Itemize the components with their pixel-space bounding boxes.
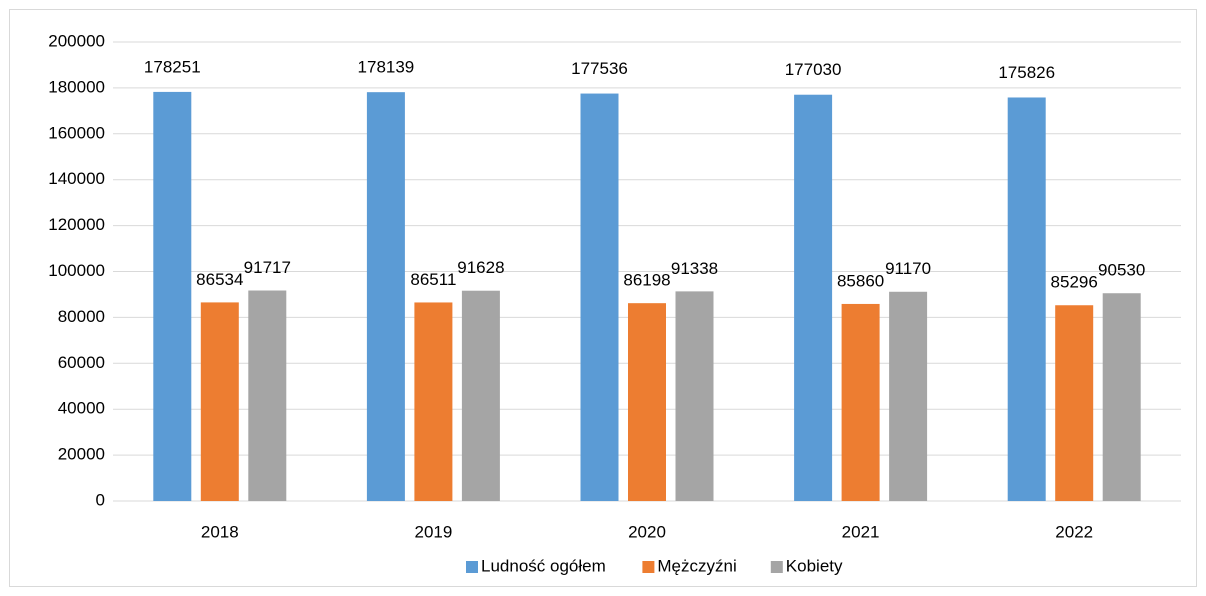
data-label: 85860 bbox=[837, 271, 884, 290]
x-tick-label: 2022 bbox=[1055, 522, 1093, 541]
y-tick-label: 120000 bbox=[48, 215, 105, 234]
bar bbox=[366, 92, 405, 502]
data-label: 86534 bbox=[196, 270, 243, 289]
y-tick-label: 100000 bbox=[48, 261, 105, 280]
data-label: 86511 bbox=[410, 270, 456, 289]
y-tick-label: 140000 bbox=[48, 169, 105, 188]
x-tick-label: 2021 bbox=[842, 522, 880, 541]
bar bbox=[794, 94, 833, 501]
bar bbox=[1055, 305, 1094, 501]
data-label: 85296 bbox=[1051, 273, 1098, 292]
y-tick-label: 80000 bbox=[58, 307, 105, 326]
bar bbox=[153, 91, 192, 502]
bar bbox=[200, 302, 239, 501]
y-tick-label: 160000 bbox=[48, 123, 105, 142]
data-label: 91338 bbox=[671, 259, 718, 278]
bar bbox=[628, 303, 666, 501]
data-label: 90530 bbox=[1098, 261, 1145, 280]
data-label: 91717 bbox=[244, 258, 291, 277]
bar bbox=[1102, 293, 1141, 501]
data-label: 86198 bbox=[623, 271, 670, 290]
bar bbox=[248, 290, 287, 501]
bar bbox=[580, 93, 619, 502]
legend-swatch bbox=[642, 561, 655, 573]
y-tick-label: 200000 bbox=[48, 31, 105, 50]
bar bbox=[675, 291, 714, 501]
legend-label: Mężczyźni bbox=[657, 556, 736, 575]
legend-label: Kobiety bbox=[786, 556, 843, 575]
bar bbox=[1007, 97, 1046, 501]
data-label: 178139 bbox=[358, 58, 415, 77]
bar bbox=[841, 303, 880, 501]
x-tick-label: 2019 bbox=[414, 522, 452, 541]
data-label: 177536 bbox=[571, 59, 628, 78]
x-tick-label: 2020 bbox=[628, 522, 666, 541]
y-tick-label: 0 bbox=[96, 490, 105, 509]
data-label: 91170 bbox=[885, 259, 931, 278]
data-label: 178251 bbox=[144, 57, 201, 76]
data-label: 177030 bbox=[785, 60, 842, 79]
y-tick-label: 20000 bbox=[58, 445, 105, 464]
legend-label: Ludność ogółem bbox=[481, 556, 606, 575]
data-label: 175826 bbox=[998, 63, 1055, 82]
y-tick-label: 180000 bbox=[48, 77, 105, 96]
bar bbox=[461, 290, 500, 501]
x-tick-label: 2018 bbox=[201, 522, 239, 541]
data-label: 91628 bbox=[457, 258, 504, 277]
legend-swatch bbox=[770, 561, 783, 573]
legend-swatch bbox=[466, 561, 478, 573]
y-tick-label: 60000 bbox=[58, 353, 105, 372]
bar bbox=[414, 302, 453, 501]
y-tick-label: 40000 bbox=[58, 399, 105, 418]
bar bbox=[889, 291, 928, 501]
